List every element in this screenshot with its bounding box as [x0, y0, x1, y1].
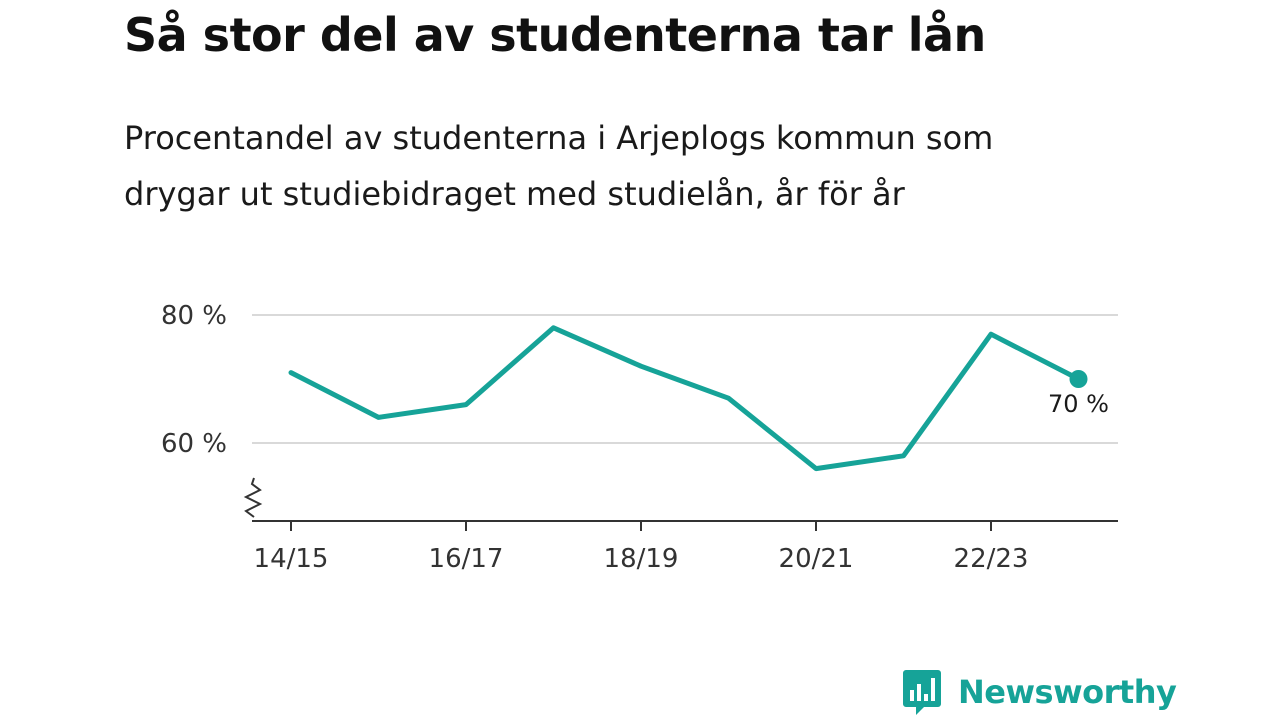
- x-tick-label: 18/19: [604, 544, 679, 574]
- y-tick-label: 60 %: [161, 429, 227, 459]
- series-line: [288, 325, 1081, 472]
- x-axis-labels: 14/15 16/17 18/19 20/21 22/23: [254, 544, 1029, 574]
- axis-break-icon: [243, 477, 263, 518]
- newsworthy-logo: Newsworthy: [902, 668, 1177, 716]
- newsworthy-logo-icon: [903, 670, 941, 715]
- gridlines: [252, 314, 1118, 444]
- subtitle-line-1: Procentandel av studenterna i Arjeplogs …: [124, 119, 994, 157]
- x-axis: [243, 477, 1118, 531]
- chart-title: Så stor del av studenterna tar lån: [124, 8, 986, 62]
- chart-subtitle: Procentandel av studenterna i Arjeplogs …: [124, 110, 1124, 222]
- x-tick-label: 16/17: [429, 544, 504, 574]
- subtitle-line-2: drygar ut studiebidraget med studielån, …: [124, 175, 905, 213]
- x-tick-label: 20/21: [779, 544, 854, 574]
- y-axis-labels: 60 % 80 %: [161, 301, 227, 459]
- last-data-point: [1069, 370, 1088, 388]
- y-tick-label: 80 %: [161, 301, 227, 331]
- brand-name: Newsworthy: [958, 673, 1177, 711]
- last-value-label: 70 %: [1048, 390, 1109, 418]
- x-tick-label: 22/23: [954, 544, 1029, 574]
- series-line-group: 70 %: [288, 325, 1109, 472]
- x-tick-label: 14/15: [254, 544, 329, 574]
